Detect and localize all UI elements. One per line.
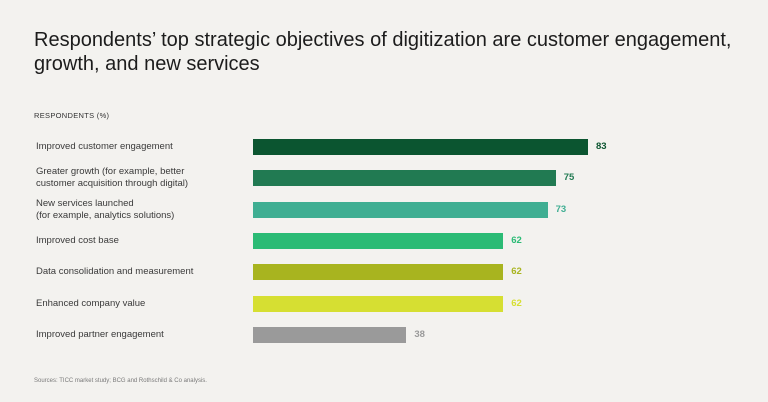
data-label: 73 bbox=[555, 203, 567, 215]
data-label: 38 bbox=[414, 328, 425, 340]
category-label: New services launched (for example, anal… bbox=[36, 197, 175, 221]
category-label: Improved partner engagement bbox=[36, 328, 164, 340]
bar bbox=[253, 139, 588, 155]
data-label: 75 bbox=[563, 172, 575, 184]
category-label: Data consolidation and measurement bbox=[36, 266, 194, 278]
category-label: Enhanced company value bbox=[36, 297, 146, 309]
data-label: 62 bbox=[511, 297, 522, 309]
bar bbox=[253, 201, 548, 218]
category-label: Improved customer engagement bbox=[36, 141, 173, 152]
bar bbox=[253, 170, 556, 187]
bar bbox=[253, 326, 407, 343]
bar bbox=[253, 295, 504, 312]
category-label: Greater growth (for example, better cust… bbox=[36, 166, 189, 190]
bar bbox=[253, 232, 504, 249]
category-label: Improved cost base bbox=[36, 234, 119, 246]
data-label: 62 bbox=[511, 234, 522, 246]
chart-title: Respondents’ top strategic objectives of… bbox=[34, 29, 732, 75]
data-label: 62 bbox=[511, 266, 522, 278]
bar bbox=[253, 264, 504, 281]
axis-unit-label: RESPONDENTS (%) bbox=[34, 111, 110, 120]
source-note: Sources: TICC market study; BCG and Roth… bbox=[34, 378, 207, 384]
data-label: 83 bbox=[596, 141, 607, 152]
